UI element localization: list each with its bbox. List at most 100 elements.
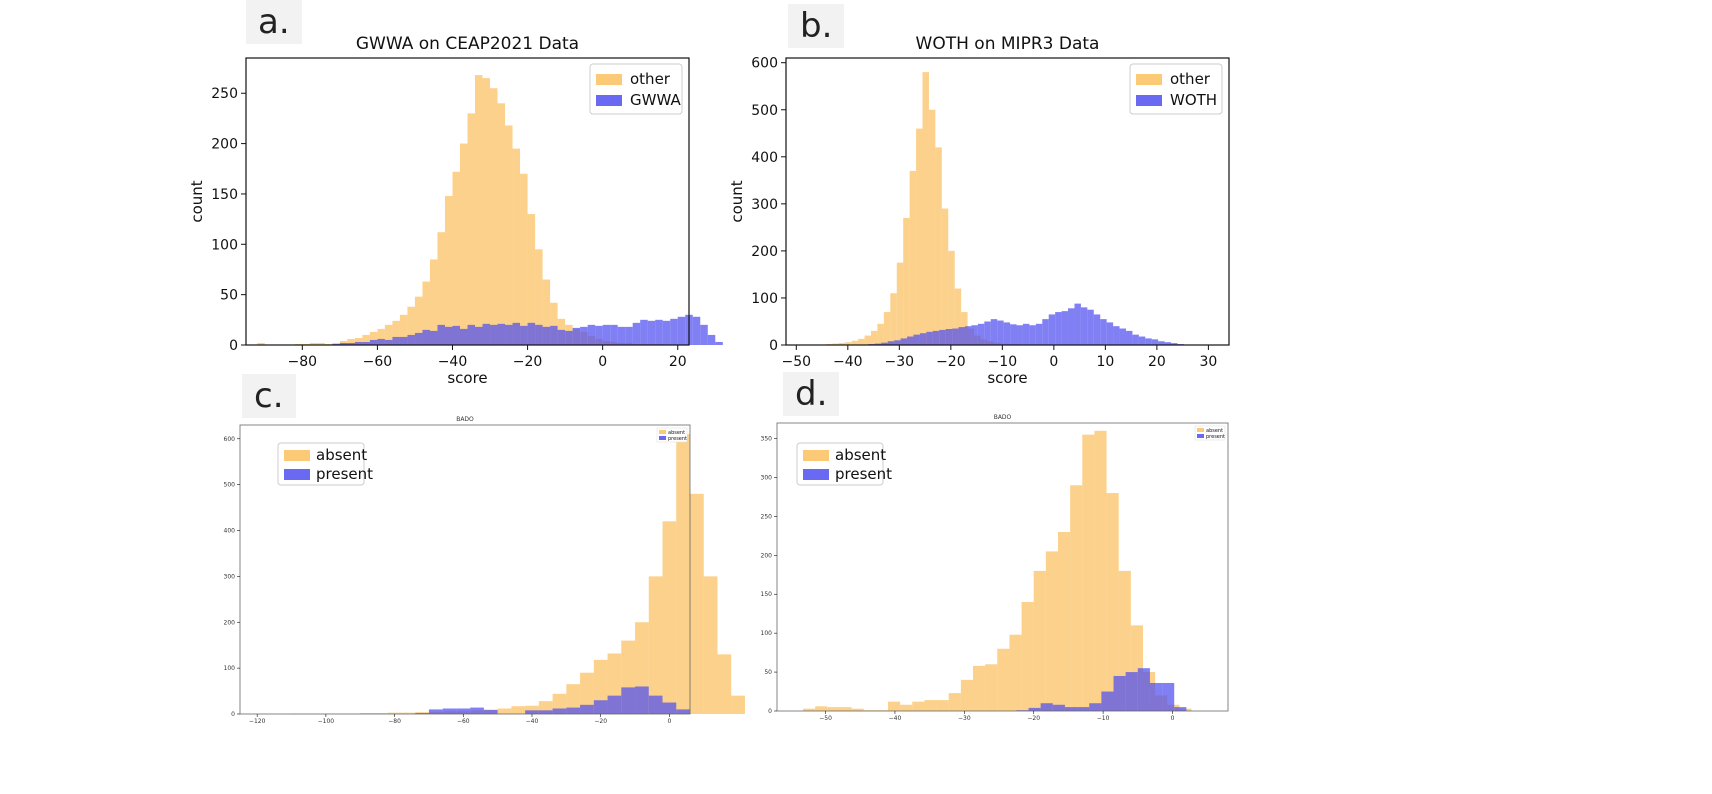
- panel-label-d: d.: [783, 372, 840, 416]
- histogram-bar-present: [648, 695, 663, 714]
- histogram-bar-GWWA: [535, 324, 543, 345]
- histogram-bar-WOTH: [1029, 325, 1036, 345]
- y-tick-label: 600: [751, 56, 778, 72]
- histogram-bar-GWWA: [700, 324, 708, 345]
- x-tick-label: −40: [833, 354, 863, 370]
- histogram-bar-absent: [900, 704, 913, 711]
- histogram-bar-GWWA: [617, 326, 626, 345]
- histogram-bar-other: [520, 173, 528, 345]
- histogram-bar-GWWA: [512, 322, 521, 345]
- histogram-bar-WOTH: [1093, 314, 1101, 345]
- histogram-bar-WOTH: [1003, 322, 1011, 345]
- histogram-bar-WOTH: [945, 329, 953, 345]
- histogram-bar-present: [1125, 672, 1138, 711]
- histogram-bar-absent: [580, 672, 594, 714]
- histogram-bar-absent: [401, 712, 416, 714]
- histogram-bar-GWWA: [655, 319, 663, 345]
- x-tick-label: −40: [889, 715, 902, 722]
- chart-c: −120 −100 −80 −60 −40 −20 0 0 100 200 300 400 500 600…: [224, 416, 745, 725]
- histogram-bar-GWWA: [362, 341, 370, 345]
- histogram-bar-absent: [973, 665, 986, 711]
- histogram-bar-absent: [1082, 434, 1095, 711]
- histogram-bar-present: [525, 710, 539, 714]
- histogram-bar-other: [838, 343, 846, 345]
- histogram-bar-present: [1101, 691, 1114, 711]
- plot-frame: [239, 424, 691, 715]
- y-tick-label: 0: [231, 711, 235, 718]
- histogram-bar-other: [535, 249, 543, 345]
- histogram-bar-GWWA: [407, 334, 415, 345]
- histogram-bar-other: [399, 314, 408, 345]
- histogram-bar-absent: [815, 706, 828, 711]
- histogram-bar-present: [1040, 703, 1053, 711]
- histogram-bar-other: [414, 296, 423, 345]
- histogram-bar-GWWA: [610, 324, 618, 345]
- histogram-bar-present: [1077, 707, 1090, 711]
- histogram-bar-present: [538, 710, 553, 714]
- histogram-bar-GWWA: [572, 327, 581, 345]
- histogram-bar-absent: [525, 705, 539, 714]
- legend-swatch-present: [1197, 434, 1204, 438]
- histogram-bar-GWWA: [482, 323, 491, 345]
- histogram-bar-GWWA: [444, 326, 453, 345]
- histogram-bar-WOTH: [1022, 323, 1030, 345]
- histogram-bar-absent: [936, 700, 949, 711]
- histogram-bar-absent: [803, 708, 816, 711]
- histogram-bar-WOTH: [1100, 319, 1107, 345]
- histogram-bar-other: [916, 128, 923, 345]
- histogram-bar-absent: [827, 707, 840, 711]
- histogram-bar-GWWA: [377, 338, 385, 345]
- chart-title: BADO: [994, 414, 1012, 421]
- histogram-bar-absent: [1033, 570, 1046, 711]
- histogram-bar-GWWA: [467, 324, 476, 345]
- histogram-bar-absent: [690, 493, 704, 714]
- histogram-bar-GWWA: [587, 324, 596, 345]
- histogram-bar-GWWA: [475, 326, 483, 345]
- y-tick-label: 100: [751, 291, 778, 307]
- histogram-bar-WOTH: [1074, 303, 1081, 345]
- x-tick-label: −50: [782, 354, 812, 370]
- histogram-bar-absent: [360, 713, 374, 714]
- y-axis-label: count: [188, 180, 206, 222]
- histogram-bar-WOTH: [1061, 311, 1069, 345]
- histogram-bar-other: [832, 343, 839, 345]
- y-tick-label: 100: [761, 630, 773, 637]
- histogram-bar-present: [580, 704, 594, 714]
- histogram-bar-GWWA: [392, 336, 400, 345]
- x-tick-label: −20: [1027, 715, 1040, 722]
- histogram-bar-WOTH: [1145, 338, 1152, 345]
- legend-swatch-absent: [1197, 428, 1204, 432]
- histogram-bar-other: [903, 217, 910, 345]
- histogram-bar-GWWA: [520, 325, 528, 345]
- chart-title: BADO: [456, 416, 474, 423]
- histogram-bar-GWWA: [505, 324, 513, 345]
- histogram-bar-other: [377, 328, 385, 345]
- histogram-bar-other: [941, 208, 949, 345]
- overlay-legend-swatch-absent: [284, 450, 310, 461]
- y-tick-label: 0: [768, 708, 772, 715]
- chart-title: GWWA on CEAP2021 Data: [356, 34, 579, 54]
- histogram-bar-WOTH: [926, 331, 933, 345]
- histogram-bar-WOTH: [913, 334, 920, 345]
- y-tick-label: 200: [224, 619, 236, 626]
- histogram-bar-present: [1052, 704, 1065, 711]
- x-tick-label: −10: [988, 354, 1018, 370]
- histogram-bar-GWWA: [647, 320, 656, 345]
- histogram-bar-present: [1137, 668, 1150, 711]
- y-tick-label: 250: [211, 86, 238, 102]
- histogram-bar-GWWA: [414, 332, 423, 345]
- histogram-bar-other: [935, 147, 942, 345]
- overlay-legend-label-present: present: [835, 465, 892, 483]
- y-tick-label: 200: [761, 552, 773, 559]
- histogram-bar-WOTH: [1035, 323, 1043, 345]
- histogram-bar-WOTH: [919, 333, 927, 345]
- y-axis-label: count: [728, 180, 746, 222]
- histogram-bar-absent: [1058, 531, 1071, 711]
- histogram-bar-absent: [676, 434, 690, 714]
- histogram-bar-other: [505, 125, 513, 345]
- histogram-bar-other: [347, 338, 355, 345]
- histogram-bar-present: [662, 702, 677, 714]
- histogram-bar-present: [635, 686, 649, 714]
- histogram-bar-other: [890, 293, 897, 345]
